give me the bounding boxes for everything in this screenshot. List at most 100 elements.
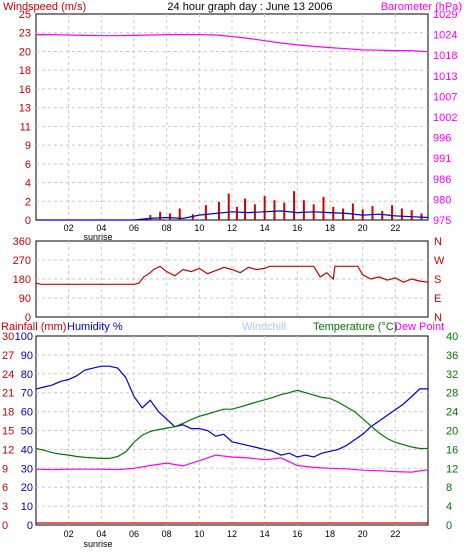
- temp-plot-area: [35, 335, 429, 526]
- wind-x-tick-labels: 02 04 06 08 10 12 14 16 18 20 22: [64, 223, 401, 233]
- barometer-axis-label: Barometer (hPa): [381, 1, 462, 13]
- windspeed-tick: 6: [25, 159, 31, 171]
- barometer-tick: 1018: [433, 50, 457, 62]
- direction-grid: [36, 241, 428, 317]
- compass-tick: S: [434, 274, 441, 286]
- humidity-tick: 20: [21, 482, 33, 494]
- barometer-tick: 975: [433, 215, 451, 227]
- temp-x-tick-labels: 02 04 06 08 10 12 14 16 18 20 22: [64, 529, 401, 539]
- windchill-label: Windchill: [242, 321, 286, 333]
- temperature-tick: 28: [446, 388, 458, 400]
- windspeed-line: [36, 210, 429, 221]
- rainfall-tick: 9: [2, 463, 8, 475]
- humidity-tick: 70: [21, 388, 33, 400]
- windspeed-tick: 9: [25, 140, 31, 152]
- temperature-tick: 8: [446, 482, 452, 494]
- rainfall-tick: 0: [2, 520, 8, 532]
- wind-direction-line: [35, 265, 429, 285]
- humidity-tick: 10: [21, 501, 33, 513]
- x-tick: 14: [260, 529, 270, 539]
- x-tick: 20: [358, 529, 368, 539]
- rainfall-tick: 3: [2, 501, 8, 513]
- barometer-line: [36, 33, 429, 53]
- temperature-tick: 16: [446, 444, 458, 456]
- windspeed-tick: 4: [25, 178, 31, 190]
- temperature-tick-labels: 0 4 8 12 16 20 24 28 32 36 40: [446, 331, 458, 532]
- direction-tick: 360: [13, 236, 31, 248]
- rainfall-tick: 24: [2, 369, 14, 381]
- x-tick: 02: [64, 223, 74, 233]
- barometer-tick: 986: [433, 174, 451, 186]
- sunrise-label-top: sunrise: [83, 232, 112, 242]
- direction-data: [35, 265, 429, 285]
- panel-temp-humidity: Rainfall (mm) Humidity % Windchill Tempe…: [1, 321, 458, 549]
- temperature-tick: 32: [446, 369, 458, 381]
- barometer-tick-labels: 975 980 986 991 996 1002 1007 1013 1018 1024 1029: [433, 9, 457, 227]
- direction-tick: 0: [25, 312, 31, 324]
- temperature-line: [35, 389, 428, 459]
- x-tick: 22: [390, 529, 400, 539]
- x-tick: 08: [162, 223, 172, 233]
- temperature-tick: 4: [446, 501, 452, 513]
- humidity-tick: 30: [21, 463, 33, 475]
- barometer-tick: 980: [433, 194, 451, 206]
- x-tick: 04: [96, 529, 106, 539]
- humidity-tick: 100: [15, 331, 33, 343]
- humidity-tick: 0: [27, 520, 33, 532]
- rainfall-tick-labels: 0 3 6 9 12 15 18 21 24 27 30: [2, 331, 14, 532]
- wind-grid: [36, 14, 428, 220]
- barometer-tick: 996: [433, 133, 451, 145]
- temperature-axis-label: Temperature (°C): [313, 321, 397, 333]
- temperature-tick: 36: [446, 350, 458, 362]
- temp-data: [35, 365, 429, 524]
- compass-tick: N: [434, 312, 442, 324]
- humidity-tick: 60: [21, 407, 33, 419]
- sunrise-label-bottom: sunrise: [83, 539, 112, 549]
- temperature-tick: 0: [446, 520, 452, 532]
- barometer-tick: 1007: [433, 91, 457, 103]
- x-tick: 10: [194, 529, 204, 539]
- x-tick: 08: [162, 529, 172, 539]
- x-tick: 12: [227, 529, 237, 539]
- windspeed-tick: 16: [19, 84, 31, 96]
- windspeed-tick-labels: 0 2 4 6 9 11 13 16 18 20 23 25: [19, 9, 31, 227]
- windspeed-tick: 13: [19, 103, 31, 115]
- x-tick: 06: [129, 529, 139, 539]
- barometer-tick: 1002: [433, 112, 457, 124]
- panel-wind-barometer: Windspeed (m/s) 24 hour graph day : June…: [3, 1, 462, 242]
- compass-tick: N: [434, 236, 442, 248]
- rainfall-tick: 15: [2, 426, 14, 438]
- rainfall-tick: 27: [2, 350, 14, 362]
- barometer-tick: 1013: [433, 71, 457, 83]
- barometer-tick: 1024: [433, 30, 457, 42]
- temperature-tick: 20: [446, 426, 458, 438]
- x-tick: 06: [129, 223, 139, 233]
- rainfall-axis-label: Rainfall (mm): [1, 321, 66, 333]
- windspeed-axis-label: Windspeed (m/s): [3, 1, 86, 13]
- humidity-tick: 80: [21, 369, 33, 381]
- windspeed-tick: 18: [19, 65, 31, 77]
- temperature-tick: 24: [446, 407, 458, 419]
- windspeed-tick: 25: [19, 9, 31, 21]
- x-tick: 22: [390, 223, 400, 233]
- compass-tick: E: [434, 293, 441, 305]
- x-tick: 18: [325, 529, 335, 539]
- dewpoint-label: Dew Point: [394, 321, 444, 333]
- x-tick: 16: [292, 223, 302, 233]
- humidity-tick: 40: [21, 444, 33, 456]
- rainfall-tick: 21: [2, 388, 14, 400]
- humidity-line: [35, 365, 428, 458]
- barometer-tick: 1029: [433, 9, 457, 21]
- x-tick: 12: [227, 223, 237, 233]
- rainfall-tick: 30: [2, 331, 14, 343]
- x-tick: 16: [292, 529, 302, 539]
- barometer-tick: 991: [433, 153, 451, 165]
- windspeed-tick: 20: [19, 46, 31, 58]
- direction-tick: 180: [13, 274, 31, 286]
- direction-tick: 270: [13, 255, 31, 267]
- x-tick: 10: [194, 223, 204, 233]
- temperature-tick: 40: [446, 331, 458, 343]
